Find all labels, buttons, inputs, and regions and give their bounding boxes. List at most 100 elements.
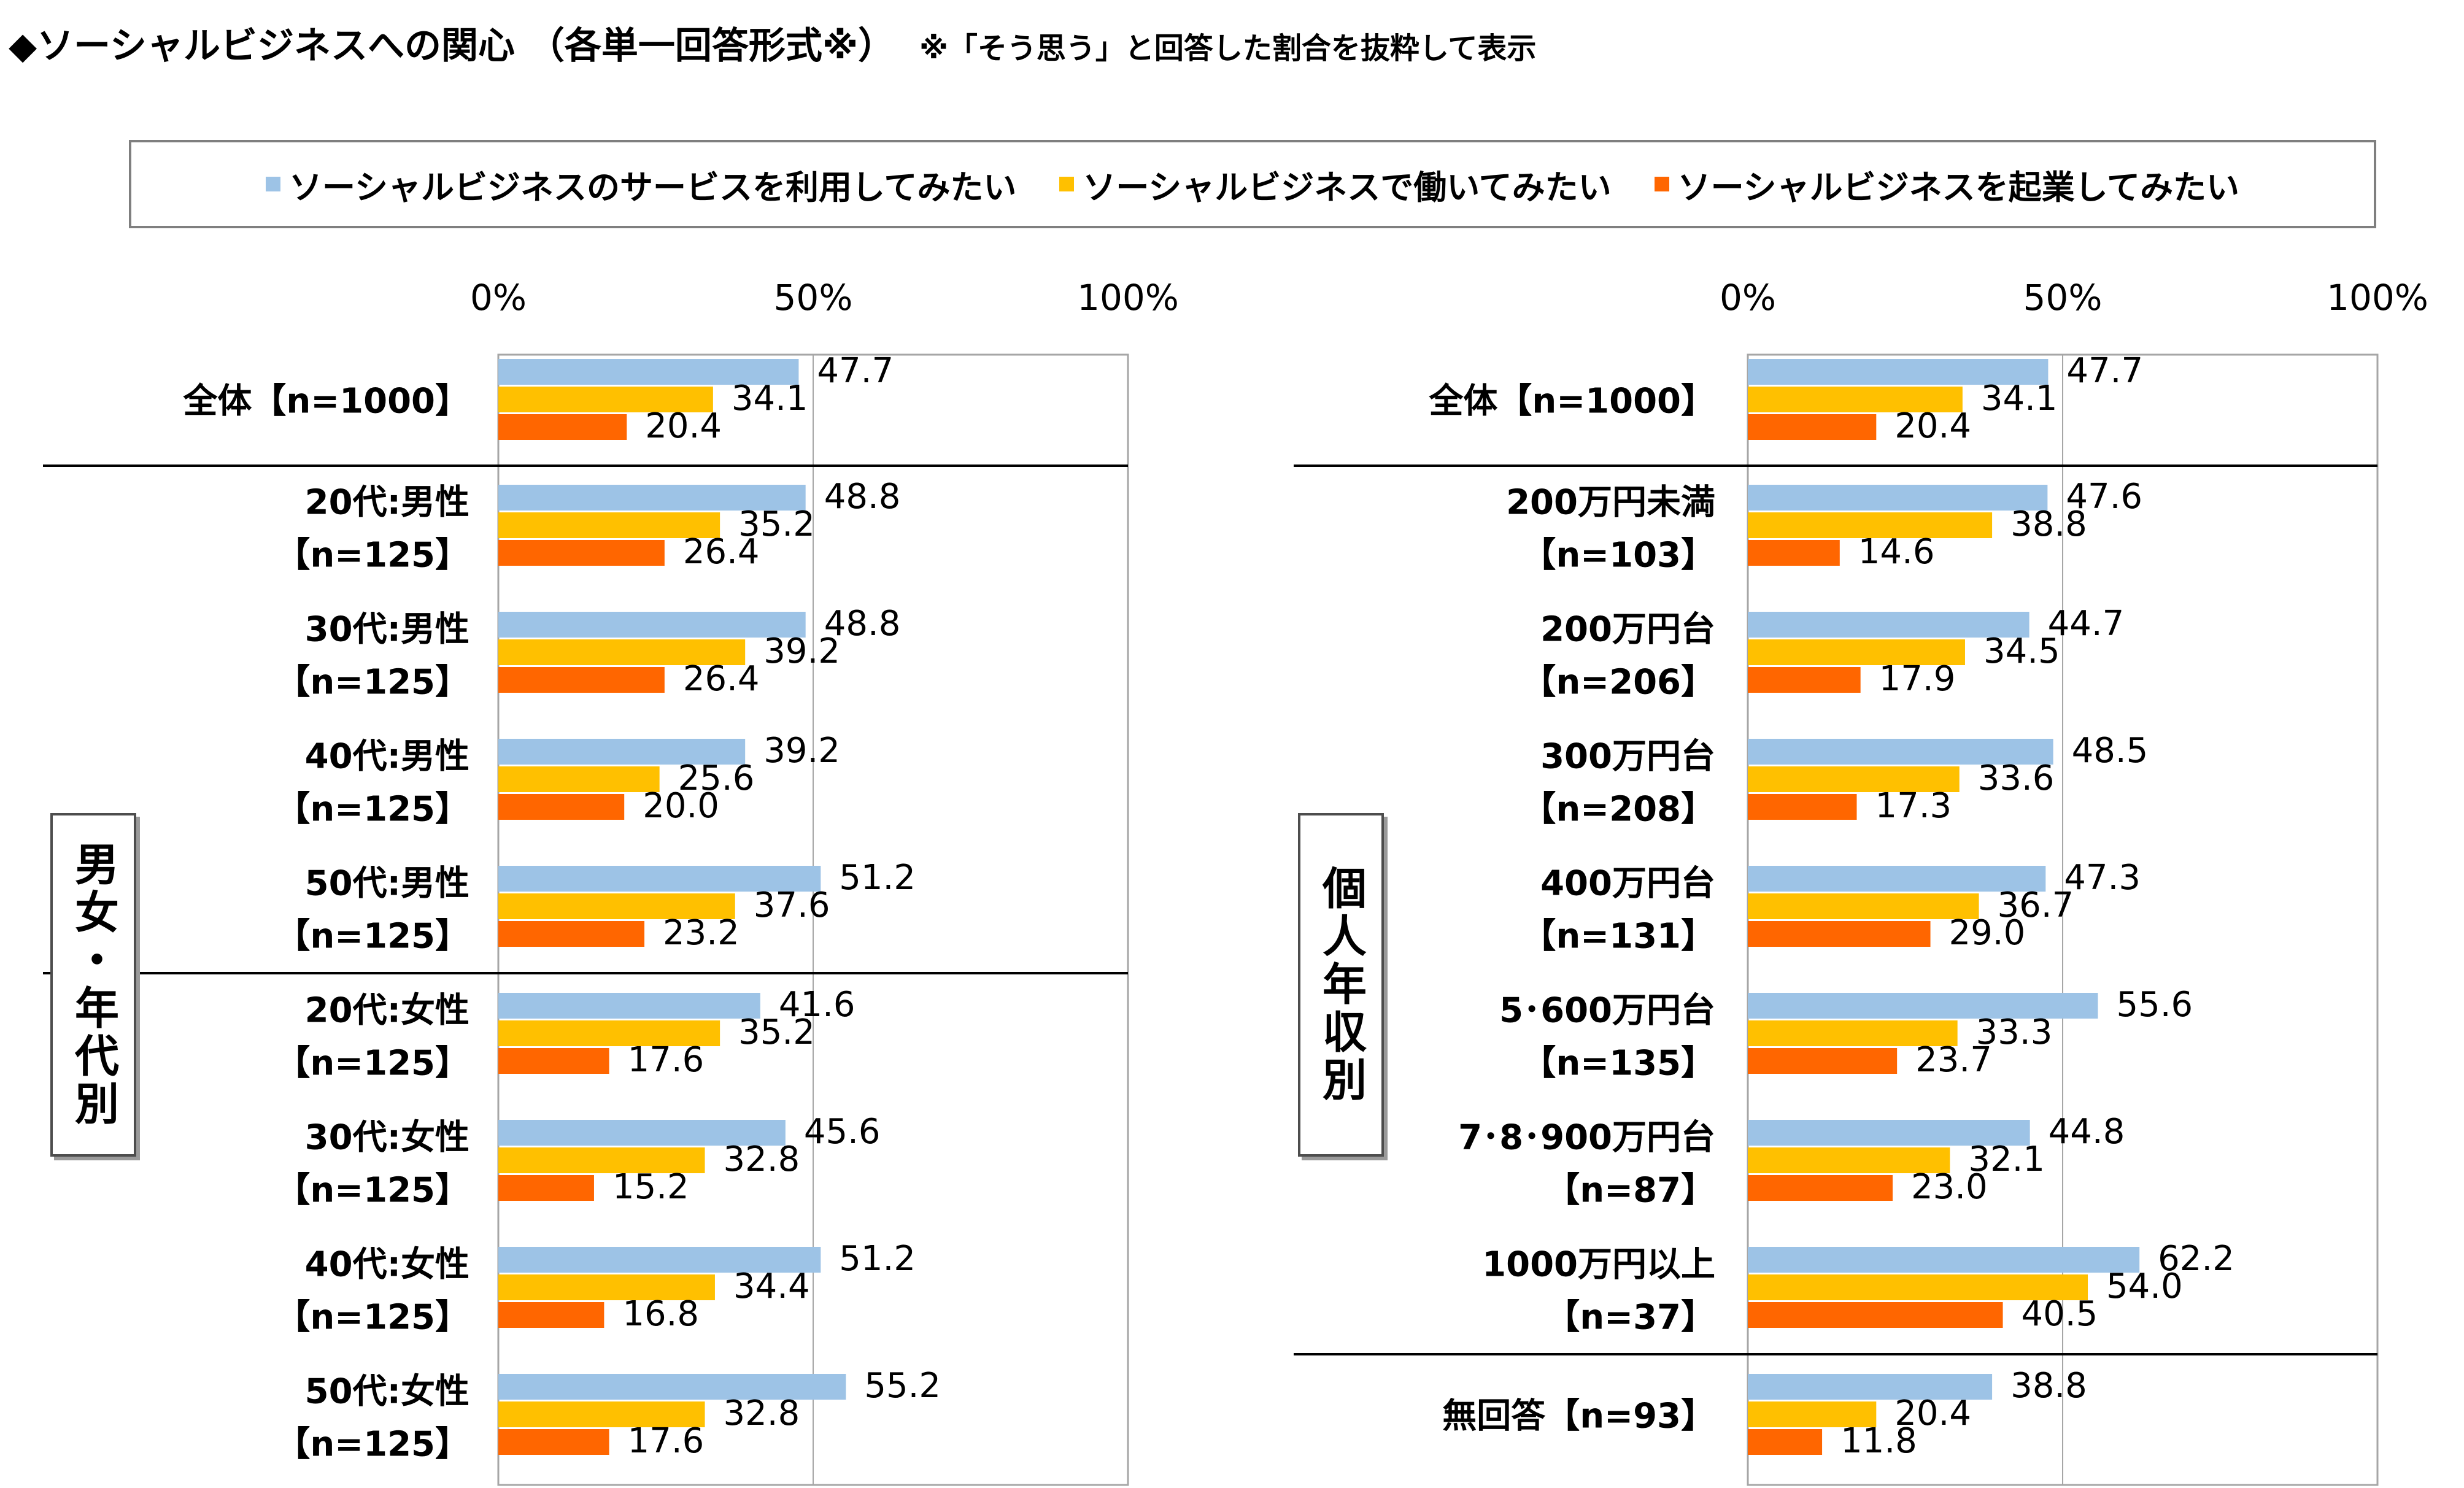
value-label-work-gender-age: 32.8 <box>724 1139 800 1179</box>
category-label-income: 300万円台 <box>1540 737 1715 777</box>
bar-use-gender-age <box>498 1247 821 1273</box>
bar-use-income <box>1748 612 2030 638</box>
bar-use-gender-age <box>498 612 806 638</box>
bar-work-income <box>1748 766 1960 792</box>
bar-startup-gender-age <box>498 1175 594 1201</box>
value-label-startup-gender-age: 20.0 <box>643 786 719 826</box>
value-label-startup-gender-age: 23.2 <box>663 913 740 953</box>
category-label-gender-age: 【n=125】 <box>276 536 469 576</box>
bar-work-income <box>1748 1147 1950 1173</box>
value-label-use-gender-age: 45.6 <box>804 1112 881 1152</box>
value-label-work-income: 36.7 <box>1998 885 2074 925</box>
value-label-use-gender-age: 51.2 <box>839 1239 916 1279</box>
category-label-income: 7･8･900万円台 <box>1458 1118 1715 1158</box>
value-label-work-gender-age: 35.2 <box>738 1012 815 1052</box>
value-label-startup-income: 20.4 <box>1894 406 1971 446</box>
legend-swatch-series-1 <box>266 177 281 191</box>
value-label-work-gender-age: 35.2 <box>738 504 815 544</box>
bar-startup-income <box>1748 667 1861 693</box>
legend-item-series-2: ソーシャルビジネスで働いてみたい <box>1059 160 1612 209</box>
category-label-gender-age: 【n=125】 <box>276 663 469 703</box>
bar-work-gender-age <box>498 1020 720 1046</box>
bar-startup-gender-age <box>498 794 625 820</box>
value-label-use-income: 47.3 <box>2064 858 2141 898</box>
value-label-startup-gender-age: 26.4 <box>683 532 760 572</box>
bar-startup-income <box>1748 794 1857 820</box>
value-label-startup-income: 23.0 <box>1911 1167 1988 1207</box>
bar-use-income <box>1748 1120 2030 1146</box>
value-label-work-gender-age: 34.1 <box>732 379 808 418</box>
bar-work-gender-age <box>498 1147 705 1173</box>
category-label-income: 【n=208】 <box>1521 790 1715 830</box>
value-label-work-gender-age: 25.6 <box>678 758 755 798</box>
bar-startup-income <box>1748 1175 1893 1201</box>
value-label-use-income: 38.8 <box>2010 1366 2087 1406</box>
bar-startup-gender-age <box>498 414 627 440</box>
legend-label-series-1: ソーシャルビジネスのサービスを利用してみたい <box>289 168 1017 207</box>
value-label-work-income: 54.0 <box>2106 1266 2183 1306</box>
bar-work-income <box>1748 893 1979 919</box>
category-label-income: 1000万円以上 <box>1482 1245 1715 1285</box>
bar-work-income <box>1748 512 1993 538</box>
value-label-startup-income: 29.0 <box>1949 913 2026 953</box>
legend-swatch-series-3 <box>1654 177 1669 191</box>
value-label-startup-gender-age: 15.2 <box>612 1167 689 1207</box>
value-label-startup-income: 11.8 <box>1840 1421 1917 1461</box>
bar-startup-gender-age <box>498 540 665 566</box>
x-tick-label-income: 50% <box>2023 277 2103 318</box>
category-label-gender-age: 【n=125】 <box>276 1044 469 1084</box>
bar-startup-income <box>1748 921 1931 947</box>
bar-startup-income <box>1748 1302 2003 1328</box>
section-label-income: 個人年収別 <box>1298 813 1384 1157</box>
value-label-startup-income: 23.7 <box>1915 1040 1992 1080</box>
bar-work-income <box>1748 639 1965 665</box>
bar-use-income <box>1748 866 2046 892</box>
legend: ソーシャルビジネスのサービスを利用してみたい ソーシャルビジネスで働いてみたい … <box>129 140 2376 228</box>
value-label-startup-income: 17.9 <box>1879 659 1956 699</box>
title-note: ※「そう思う」と回答した割合を抜粋して表示 <box>919 31 1537 66</box>
value-label-startup-income: 14.6 <box>1858 532 1935 572</box>
category-label-gender-age: 20代:女性 <box>305 991 469 1031</box>
value-label-startup-gender-age: 16.8 <box>622 1294 699 1334</box>
category-label-gender-age: 40代:女性 <box>305 1245 469 1285</box>
legend-item-series-1: ソーシャルビジネスのサービスを利用してみたい <box>266 160 1016 209</box>
category-label-income: 200万円台 <box>1540 610 1715 650</box>
value-label-startup-income: 17.3 <box>1875 786 1952 826</box>
category-label-income: 【n=87】 <box>1545 1171 1715 1211</box>
value-label-work-income: 33.6 <box>1978 758 2055 798</box>
value-label-use-gender-age: 48.8 <box>824 477 901 517</box>
category-label-income: 400万円台 <box>1540 864 1715 904</box>
category-label-income: 【n=206】 <box>1521 663 1715 703</box>
value-label-startup-gender-age: 20.4 <box>645 406 722 446</box>
bar-startup-gender-age <box>498 921 645 947</box>
bar-work-income <box>1748 1020 1958 1046</box>
value-label-use-gender-age: 39.2 <box>763 731 840 771</box>
bar-work-gender-age <box>498 1274 715 1300</box>
bar-work-gender-age <box>498 387 713 412</box>
value-label-use-income: 55.6 <box>2116 985 2193 1025</box>
value-label-use-income: 47.6 <box>2066 477 2142 517</box>
category-label-income: 【n=131】 <box>1521 917 1715 957</box>
bar-startup-gender-age <box>498 1048 609 1074</box>
bar-use-income <box>1748 739 2053 765</box>
value-label-use-income: 47.7 <box>2066 351 2143 391</box>
bar-use-gender-age <box>498 485 806 511</box>
category-label-gender-age: 50代:女性 <box>305 1372 469 1412</box>
value-label-work-income: 32.1 <box>1968 1139 2045 1179</box>
category-label-income: 200万円未満 <box>1506 483 1715 523</box>
value-label-startup-gender-age: 17.6 <box>628 1040 705 1080</box>
category-label-income: 【n=103】 <box>1521 536 1715 576</box>
bar-use-gender-age <box>498 739 746 765</box>
bar-work-income <box>1748 1274 2088 1300</box>
value-label-startup-gender-age: 17.6 <box>628 1421 705 1461</box>
bar-use-income <box>1748 1374 1993 1400</box>
value-label-work-gender-age: 39.2 <box>763 631 840 671</box>
x-tick-label-income: 100% <box>2327 277 2428 318</box>
category-label-gender-age: 30代:女性 <box>305 1118 469 1158</box>
bar-use-gender-age <box>498 993 760 1019</box>
bar-use-income <box>1748 359 2049 385</box>
value-label-use-gender-age: 48.8 <box>824 604 901 644</box>
value-label-work-gender-age: 32.8 <box>724 1394 800 1433</box>
